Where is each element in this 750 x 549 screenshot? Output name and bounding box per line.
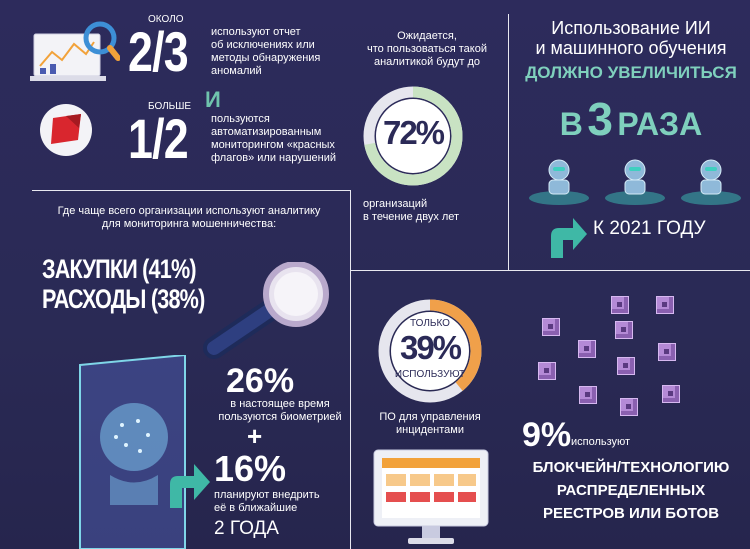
divider-h-top	[32, 190, 350, 191]
divider-h-mid	[350, 270, 750, 271]
bio-plus: +	[247, 421, 263, 451]
block-cube-icon	[538, 362, 556, 380]
where-item-expenses-text: РАСХОДЫ (38%)	[42, 284, 205, 314]
block-cube-icon	[658, 343, 676, 361]
expected-percent: 72%	[361, 114, 465, 152]
ai-times-suffix: РАЗА	[617, 106, 703, 142]
bio-text-current-line-2: пользуются биометрией	[218, 411, 342, 423]
incidents-caption: ПО для управления инцидентами	[360, 411, 500, 437]
exceptions-line-4: аномалий	[211, 65, 262, 77]
monitor-icon	[372, 448, 490, 546]
expected-ring	[361, 84, 465, 188]
fraction-two-thirds-text: 2/3	[128, 25, 189, 80]
expected-intro: Ожидается, что пользоваться такой аналит…	[352, 30, 502, 69]
ai-arrow-icon	[547, 214, 589, 260]
and-word: И	[205, 87, 221, 112]
ai-times: В 3 РАЗА	[512, 92, 750, 146]
expected-outro-line-2: в течение двух лет	[363, 211, 460, 223]
bio-text-planned-line-2: её в ближайшие	[214, 502, 298, 514]
block-cube-icon	[578, 340, 596, 358]
bio-text-current-line-1: в настоящее время	[230, 398, 330, 410]
red-flags-line-4: флагов» или нарушений	[211, 152, 337, 164]
incidents-caption-line-2: инцидентами	[395, 424, 464, 436]
expected-intro-line-2: что пользоваться такой	[367, 43, 487, 55]
block-cube-icon	[620, 398, 638, 416]
bio-arrow-icon	[166, 460, 212, 510]
exceptions-line-1: используют отчет	[211, 26, 301, 38]
where-question: Где чаще всего организации используют ан…	[30, 205, 348, 231]
block-cube-icon	[579, 386, 597, 404]
block-cube-icon	[656, 296, 674, 314]
robots-icon	[525, 150, 745, 210]
bio-pct-planned: 16%	[214, 448, 287, 489]
incidents-use: ИСПОЛЬЗУЮТ	[394, 369, 466, 380]
bio-text-planned: планируют внедрить её в ближайшие	[214, 489, 354, 515]
where-item-purchases-text: ЗАКУПКИ (41%)	[42, 254, 197, 284]
expected-intro-line-1: Ожидается,	[397, 30, 457, 42]
expected-outro: организаций в течение двух лет	[363, 198, 503, 224]
exceptions-line-2: об исключениях или	[211, 39, 315, 51]
divider-v-left	[350, 190, 351, 549]
expected-outro-line-1: организаций	[363, 198, 428, 210]
expected-percent-text: 72%	[382, 114, 445, 151]
blockchain-percent: 9%	[522, 416, 572, 454]
fraction-two-thirds: 2/3	[128, 25, 204, 80]
bio-text-current: в настоящее время пользуются биометрией	[210, 398, 350, 424]
ai-line-2: и машинного обучения	[535, 38, 727, 58]
red-flags-line-3: мониторингом «красных	[211, 139, 335, 151]
fraction-one-half-text: 1/2	[128, 112, 189, 167]
red-flags-line-1: пользуются	[211, 113, 270, 125]
where-question-line-1: Где чаще всего организации используют ан…	[57, 205, 321, 217]
bio-years: 2 ГОДА	[214, 518, 279, 539]
blockchain-lines: БЛОКЧЕЙН/ТЕХНОЛОГИЮ РАСПРЕДЕЛЕННЫХ РЕЕСТ…	[512, 456, 750, 525]
magnifier-icon	[200, 261, 340, 362]
ai-line-3: ДОЛЖНО УВЕЛИЧИТЬСЯ	[525, 63, 737, 82]
incidents-caption-line-1: ПО для управления	[379, 411, 481, 423]
around-label: ОКОЛО	[148, 14, 184, 25]
expected-intro-line-3: аналитикой будут до	[373, 56, 481, 68]
more-label: БОЛЬШЕ	[148, 101, 192, 112]
blockchain-use: используют	[571, 436, 631, 448]
exceptions-report-text: используют отчет об исключениях или мето…	[211, 26, 346, 78]
ai-by-year: К 2021 ГОДУ	[593, 218, 706, 239]
ai-times-number: 3	[587, 93, 613, 145]
blockchain-line-2: РАСПРЕДЕЛЕННЫХ	[556, 482, 706, 499]
red-flags-line-2: автоматизированным	[211, 126, 322, 138]
ai-line-1: Использование ИИ	[551, 18, 711, 38]
bio-pct-current: 26%	[226, 362, 295, 400]
exceptions-line-3: методы обнаружения	[211, 52, 321, 64]
red-flag-icon	[36, 100, 96, 160]
analytics-chart-icon	[30, 16, 121, 86]
incidents-percent: 39%	[399, 329, 462, 366]
incidents-only: ТОЛЬКО	[410, 318, 450, 329]
ai-heading: Использование ИИ и машинного обучения ДО…	[512, 18, 750, 88]
fraction-one-half: 1/2	[128, 112, 204, 167]
block-cube-icon	[542, 318, 560, 336]
incidents-ring	[375, 296, 485, 406]
blockchain-line-3: РЕЕСТРОВ ИЛИ БОТОВ	[542, 505, 720, 522]
where-item-expenses: РАСХОДЫ (38%)	[42, 284, 245, 315]
biometric-face-icon	[60, 353, 200, 549]
blockchain-line-1: БЛОКЧЕЙН/ТЕХНОЛОГИЮ	[532, 459, 730, 476]
where-item-purchases: ЗАКУПКИ (41%)	[42, 254, 234, 285]
block-cube-icon	[615, 321, 633, 339]
block-cube-icon	[611, 296, 629, 314]
divider-v-right	[508, 14, 509, 270]
ai-times-prefix: В	[559, 106, 583, 142]
block-cube-icon	[617, 357, 635, 375]
red-flags-text: пользуются автоматизированным мониторинг…	[211, 113, 351, 165]
block-cube-icon	[662, 385, 680, 403]
where-question-line-2: для мониторинга мошенничества:	[101, 218, 277, 230]
bio-text-planned-line-1: планируют внедрить	[214, 489, 320, 501]
